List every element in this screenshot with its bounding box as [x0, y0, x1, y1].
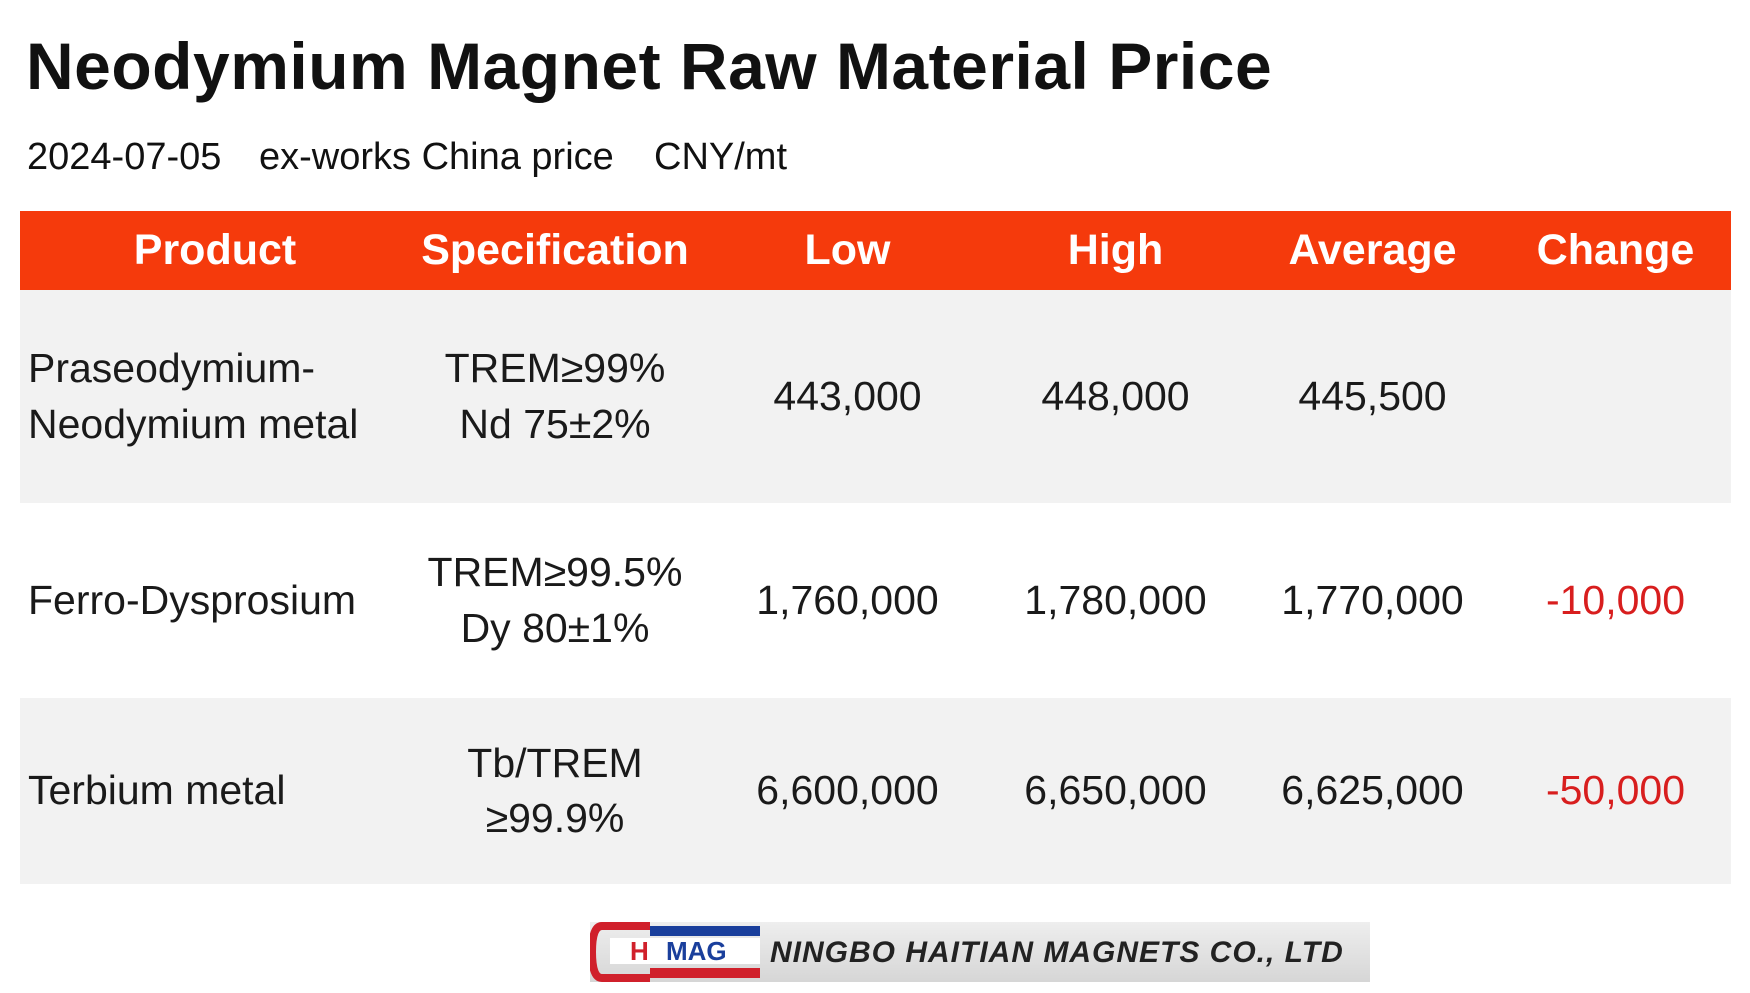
table-cell: 443,000: [730, 290, 965, 503]
column-header: Low: [804, 226, 891, 275]
cell-line: Praseodymium-: [28, 345, 316, 392]
logo-stripe: [650, 968, 760, 978]
company-name: NINGBO HAITIAN MAGNETS CO., LTD: [770, 936, 1344, 969]
table-cell: 448,000: [998, 290, 1233, 503]
table-cell: -50,000: [1500, 698, 1731, 884]
high-value: 6,650,000: [1024, 767, 1207, 814]
table-cell: 445,500: [1255, 290, 1490, 503]
cell-line: TREM≥99.5%: [427, 549, 683, 596]
cell-line: Ferro-Dysprosium: [28, 576, 357, 623]
logo-letters: MAG: [666, 936, 727, 966]
average-value: 6,625,000: [1281, 767, 1464, 814]
price-table: Product Specification Low High Average Change…: [20, 211, 1731, 884]
cell-line: TREM≥99%: [444, 345, 666, 392]
column-header: Change: [1536, 226, 1695, 275]
footer-banner: H MAG NINGBO HAITIAN MAGNETS CO., LTD: [590, 922, 1370, 982]
unit: CNY/mt: [654, 136, 787, 178]
table-row: Ferro-Dysprosium TREM≥99.5% Dy 80±1% 1,760,…: [20, 503, 1731, 698]
table-cell: 1,770,000: [1255, 503, 1490, 698]
header-row: Product Specification Low High Average Change: [20, 211, 1731, 290]
basis: ex-works China price: [259, 136, 614, 178]
column-header: High: [1067, 226, 1164, 275]
high-value: 448,000: [1041, 372, 1190, 419]
column-header: Product: [133, 226, 297, 275]
table-row: Terbium metal Tb/TREM ≥99.9% 6,600,000 6,650…: [20, 698, 1731, 884]
cell-line: ≥99.9%: [485, 795, 625, 841]
low-value: 1,760,000: [756, 576, 939, 623]
logo-stripe: [650, 926, 760, 936]
logo-band: [610, 938, 760, 964]
cell-line: Neodymium metal: [28, 400, 359, 447]
cell-line: Dy 80±1%: [460, 604, 650, 651]
table-cell: -10,000: [1500, 503, 1731, 698]
change-value: -50,000: [1545, 767, 1686, 814]
table-cell: 6,650,000: [998, 698, 1233, 884]
average-value: 445,500: [1298, 372, 1447, 419]
table-cell: 1,760,000: [730, 503, 965, 698]
logo-letter: H: [630, 936, 649, 966]
logo: H MAG: [590, 922, 760, 982]
low-value: 443,000: [773, 372, 922, 419]
table-row: Praseodymium- Neodymium metal TREM≥99% Nd 7…: [20, 290, 1731, 503]
cell-line: Nd 75±2%: [459, 400, 651, 447]
table-cell: 1,780,000: [998, 503, 1233, 698]
table-cell: Ferro-Dysprosium: [28, 503, 398, 698]
table-cell: TREM≥99% Nd 75±2%: [410, 290, 700, 503]
column-header: Average: [1288, 226, 1457, 275]
change-value: -10,000: [1545, 576, 1686, 623]
column-header: Specification: [421, 226, 689, 275]
low-value: 6,600,000: [756, 767, 939, 814]
cell-line: Terbium metal: [28, 767, 286, 814]
cell-line: Tb/TREM: [467, 739, 643, 786]
table-cell: TREM≥99.5% Dy 80±1%: [410, 503, 700, 698]
date: 2024-07-05: [27, 136, 222, 178]
table-cell: Tb/TREM ≥99.9%: [410, 698, 700, 884]
table-cell: Terbium metal: [28, 698, 398, 884]
average-value: 1,770,000: [1281, 576, 1464, 623]
table-cell: 6,600,000: [730, 698, 965, 884]
title: Neodymium Magnet Raw Material Price: [26, 29, 1273, 103]
logo-arc: [590, 922, 650, 982]
table-cell: 6,625,000: [1255, 698, 1490, 884]
high-value: 1,780,000: [1024, 576, 1207, 623]
table-cell: Praseodymium- Neodymium metal: [28, 290, 398, 503]
